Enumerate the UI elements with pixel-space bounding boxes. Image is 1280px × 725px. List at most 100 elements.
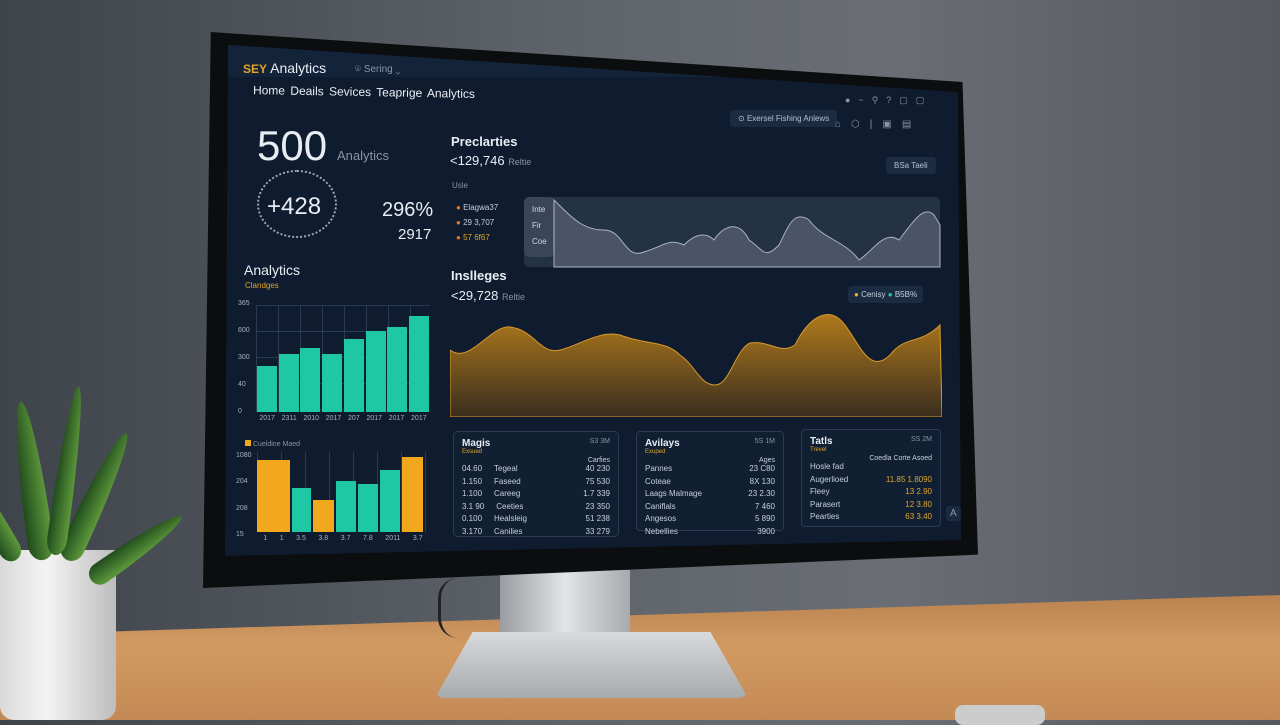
table-cell: Augerlioed	[810, 474, 849, 484]
nav-details[interactable]: Deails	[290, 83, 324, 99]
overlay-labels: Inte Fir Coe	[532, 202, 547, 250]
table-row: 1.100 Careeg 1.7 339	[462, 489, 610, 502]
x-tick: 1	[279, 535, 284, 542]
legend-label: 29 3,707	[463, 218, 495, 227]
x-tick: 2010	[303, 415, 320, 422]
overlay-label: Fir	[532, 221, 542, 230]
y-tick: 1080	[236, 452, 252, 459]
table-subtitle: Exuped	[645, 449, 666, 455]
x-tick: 2017	[411, 415, 427, 422]
table-title: Avilays	[645, 438, 680, 449]
bar	[300, 347, 321, 412]
table-cell: 12 3.80	[905, 499, 932, 509]
table-cell: Canilies	[494, 526, 523, 536]
table-cell: Pearties	[810, 512, 840, 521]
table-cell: 7 460	[754, 501, 775, 511]
table-cell: 8X 130	[749, 476, 775, 486]
table-cell: 23 C80	[749, 464, 775, 473]
predictions-area	[553, 198, 941, 268]
insights-legend: ● Cenisy ● B5B%	[848, 286, 924, 303]
y-tick: 600	[238, 327, 250, 334]
analytics-subtitle: Clandges	[245, 281, 279, 290]
kpi-main-label: Analytics	[337, 148, 390, 163]
search-chip-label: Exersel Fishing Anlews	[746, 114, 830, 123]
overlay-label: Inte	[532, 205, 546, 214]
predictions-suffix: Reltie	[508, 157, 532, 167]
y-tick: 40	[238, 381, 246, 388]
keyboard-edge	[955, 705, 1045, 725]
table-cell: 1.100	[462, 489, 483, 498]
table-title: Magis	[462, 438, 491, 449]
table-cell: Fleey	[810, 487, 830, 496]
predictions-legend: ● Elagwa37 ● 29 3,707 ● 57 6f67	[456, 200, 498, 245]
table-corner: S3 3M	[589, 438, 610, 445]
nav-services[interactable]: Sevices	[328, 84, 372, 100]
legend-label: Elagwa37	[463, 203, 499, 212]
plant-leaf	[84, 507, 188, 590]
data-table-panel: Tatls SS 2M Trevel Coedla Corte Asoed Hosle …	[801, 429, 941, 527]
table-row: Pearties 63 3.40	[810, 512, 932, 525]
x-tick: 2017	[366, 415, 383, 422]
bar	[402, 456, 423, 532]
table-cell: 40 230	[585, 464, 610, 473]
nav-templates[interactable]: Teaprige	[376, 85, 423, 101]
table-cell: Faseed	[494, 476, 521, 486]
nav-analytics[interactable]: Analytics	[426, 86, 476, 101]
table-row: Pannes 23 C80	[645, 464, 775, 477]
workspace-selector[interactable]: ⌾ Sering ⌄	[355, 64, 401, 75]
legend-item: ● 29 3,707	[456, 218, 495, 227]
x-tick: 3.7	[412, 535, 423, 542]
monitor-base	[435, 632, 748, 698]
table-cell: 3.1 90	[462, 501, 485, 511]
workspace-label: Sering	[363, 64, 393, 75]
table-cell: 23 2.30	[748, 489, 775, 498]
bar	[257, 460, 290, 532]
legend-label: Cenisy	[861, 290, 886, 299]
search-chip[interactable]: ⊙ Exersel Fishing Anlews	[730, 110, 838, 127]
table-subtitle: Exsued	[462, 449, 483, 455]
x-tick: 7.8	[363, 535, 373, 542]
legend-label: B5B%	[894, 290, 918, 299]
brand-prefix: SEY	[243, 62, 268, 76]
table-row: Nebellies 3900	[645, 527, 775, 540]
table-cell: 51 238	[585, 514, 610, 523]
predictions-area-chart	[524, 197, 941, 268]
nav-home[interactable]: Home	[252, 83, 286, 98]
x-tick: 2017	[325, 415, 342, 422]
table-cell: 13 2.90	[905, 487, 932, 496]
y-tick: 208	[236, 504, 248, 512]
insights-area-chart	[450, 314, 942, 417]
table-cell: Angesos	[645, 514, 677, 523]
bar	[292, 488, 311, 532]
toolbar-icons[interactable]: ⌂⬡|▣▤	[835, 119, 922, 130]
table-cell: 5 890	[754, 514, 775, 523]
bar	[322, 354, 343, 412]
table-cell: 33 279	[585, 526, 610, 536]
x-tick: 2311	[281, 415, 297, 422]
date-range-button[interactable]: BSa Taeli	[886, 157, 936, 174]
table-cell: Coteae	[645, 476, 671, 486]
y-tick: 365	[238, 300, 250, 307]
table-cell: 11.85 1.8090	[885, 474, 932, 484]
table-row: Laags Malmage 23 2.30	[645, 489, 775, 502]
x-tick: 207	[348, 415, 360, 422]
header-icons[interactable]: ●~⚲?▢▢	[845, 95, 933, 105]
table-cell: 04.60	[462, 464, 483, 473]
y-tick: 0	[238, 408, 242, 415]
bar	[313, 500, 334, 532]
table-row: 0.100 Healsleig 51 238	[462, 514, 610, 527]
predictions-list-label: Usle	[452, 181, 469, 190]
table-row: 3.1 90 Ceeties 23 350	[462, 502, 610, 515]
table-cell: 3900	[757, 526, 775, 536]
assistant-button[interactable]: A	[946, 506, 961, 521]
table-cell: 1.150	[462, 476, 483, 486]
kpi-percent: 296%	[382, 199, 434, 221]
legend-item: ● 57 6f67	[456, 233, 490, 242]
analytics-x-axis: 2017 2311 2010 2017 207 2017 2017 2017	[256, 415, 430, 422]
table-corner: 5S 1M	[754, 438, 775, 445]
table-row: Augerlioed 11.85 1.8090	[810, 475, 932, 488]
table-cell: Tegeal	[494, 464, 518, 473]
table-cell: 23 350	[585, 501, 610, 511]
brand-logo[interactable]: SEY Analytics	[243, 60, 326, 76]
mixed-legend: Cueldine Maed	[245, 440, 300, 448]
